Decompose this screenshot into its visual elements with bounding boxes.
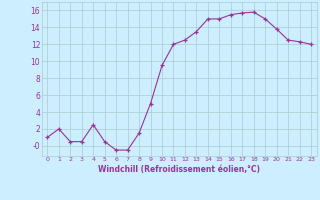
X-axis label: Windchill (Refroidissement éolien,°C): Windchill (Refroidissement éolien,°C) (98, 165, 260, 174)
